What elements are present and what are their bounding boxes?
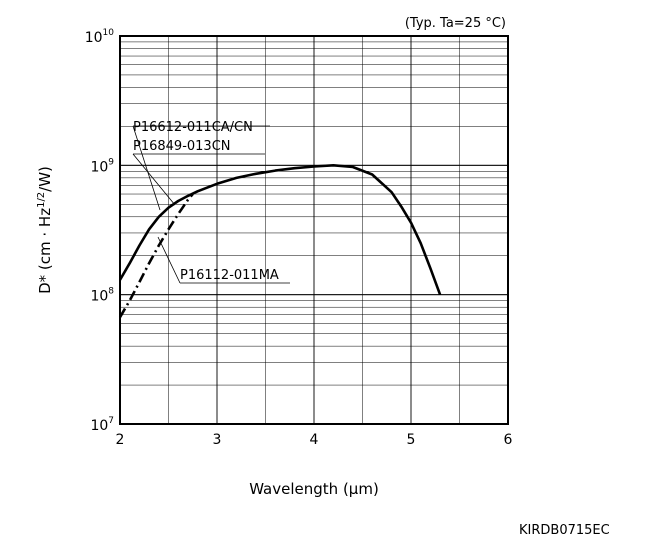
y-tick-label: 107	[90, 416, 114, 434]
series-label-leaders	[132, 125, 290, 284]
leader-p16849-diag	[132, 153, 176, 206]
y-axis-label-sup: 1/2	[36, 192, 47, 208]
leader-p16612-diag	[132, 125, 161, 211]
series-line-2	[118, 193, 194, 318]
x-tick-labels: 2 3 4 5 6	[116, 432, 513, 448]
figure-code: KIRDB0715EC	[519, 523, 610, 538]
leader-p16112-diag	[157, 236, 181, 284]
series-label-p16849: P16849-013CN	[133, 139, 231, 154]
y-tick-label: 1010	[85, 28, 115, 46]
x-tick-label: 5	[407, 432, 416, 448]
curves	[118, 164, 442, 318]
y-tick-label: 108	[90, 287, 114, 305]
x-tick-label: 4	[310, 432, 319, 448]
condition-note: (Typ. Ta=25 °C)	[405, 16, 506, 31]
x-tick-label: 2	[116, 432, 125, 448]
series-label-p16612: P16612-011CA/CN	[133, 120, 253, 135]
x-tick-label: 6	[504, 432, 513, 448]
y-tick-base: 10	[90, 289, 108, 305]
x-axis-label: Wavelength (μm)	[249, 480, 379, 498]
series-line-1	[118, 164, 442, 296]
y-axis-label-tail: /W)	[36, 166, 54, 192]
y-tick-exponent: 10	[103, 28, 115, 38]
plot-frame	[119, 35, 509, 425]
y-tick-base: 10	[90, 418, 108, 434]
y-tick-base: 10	[90, 159, 108, 175]
y-axis-label-main: D* (cm · Hz	[36, 208, 54, 294]
y-tick-exponent: 9	[108, 157, 114, 167]
grid-lines	[119, 35, 509, 425]
y-tick-base: 10	[85, 30, 103, 46]
y-tick-label: 109	[90, 157, 114, 175]
y-axis-label: D* (cm · Hz1/2/W)	[36, 166, 54, 294]
series-label-p16112: P16112-011MA	[180, 268, 279, 283]
x-tick-label: 3	[213, 432, 222, 448]
y-tick-exponent: 8	[108, 287, 114, 297]
y-tick-exponent: 7	[108, 416, 114, 426]
